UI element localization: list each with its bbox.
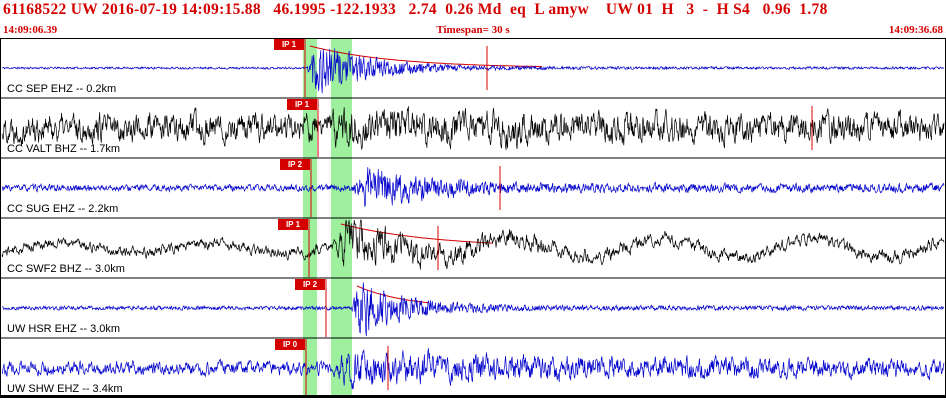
waveform-trace[interactable] <box>1 48 945 94</box>
window-end-time: 14:09:36.68 <box>888 24 943 36</box>
event-header: 61168522 UW 2016-07-19 14:09:15.88 46.19… <box>3 1 828 18</box>
waveform-trace[interactable] <box>1 219 945 270</box>
trace-label: CC SWF2 BHZ -- 3.0km <box>7 263 125 275</box>
coda-envelope <box>340 223 494 244</box>
trace-label: CC SUG EHZ -- 2.2km <box>7 203 119 215</box>
waveform-canvas[interactable] <box>0 38 946 398</box>
trace-label: CC SEP EHZ -- 0.2km <box>7 83 117 95</box>
waveform-trace[interactable] <box>1 348 945 390</box>
trace-label: CC VALT BHZ -- 1.7km <box>7 143 121 155</box>
p-pick-flag[interactable]: IP 0 <box>275 339 305 350</box>
p-pick-flag[interactable]: IP 2 <box>295 279 325 290</box>
p-pick-flag[interactable]: IP 1 <box>278 219 308 230</box>
waveform-trace[interactable] <box>1 167 945 208</box>
waveform-trace[interactable] <box>1 282 944 337</box>
p-pick-flag[interactable]: IP 1 <box>274 39 304 50</box>
trace-label: UW HSR EHZ -- 3.0km <box>7 323 121 335</box>
p-pick-flag[interactable]: IP 1 <box>287 99 317 110</box>
timespan-label: Timespan= 30 s <box>436 24 510 36</box>
waveform-plot[interactable]: CC SEP EHZ -- 0.2km CC VALT BHZ -- 1.7km… <box>0 38 946 398</box>
window-start-time: 14:09:06.39 <box>3 24 58 36</box>
waveform-trace[interactable] <box>1 106 945 151</box>
trace-label: UW SHW EHZ -- 3.4km <box>7 383 123 395</box>
p-pick-flag[interactable]: IP 2 <box>280 159 310 170</box>
